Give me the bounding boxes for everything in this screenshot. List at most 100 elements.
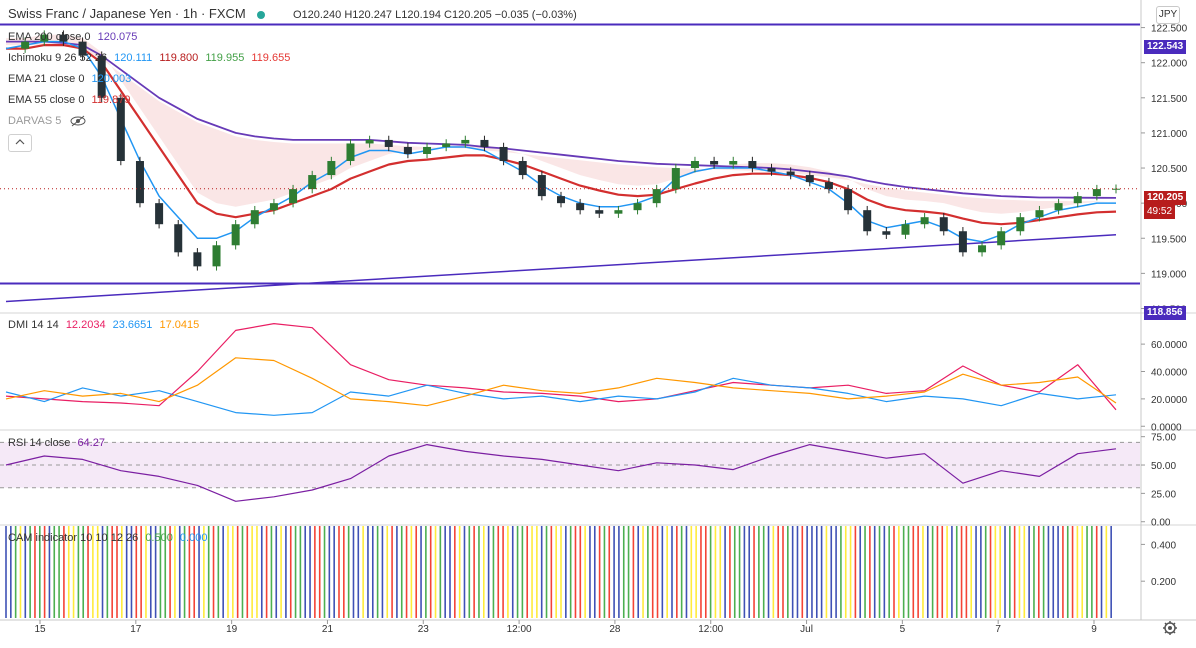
candle-body bbox=[174, 224, 183, 253]
y-tick-label: 40.0000 bbox=[1151, 368, 1188, 379]
level-tag-top: 122.543 bbox=[1144, 40, 1187, 54]
dmi-minus-line bbox=[5, 377, 1117, 416]
y-tick-label: 122.000 bbox=[1151, 59, 1188, 70]
candle-body bbox=[308, 175, 317, 190]
ichimoku-value-1: 120.111 bbox=[114, 52, 153, 64]
y-tick-label: 119.500 bbox=[1151, 234, 1187, 245]
rsi-label: RSI 14 close bbox=[8, 437, 71, 449]
legend-ema200[interactable]: EMA 200 close 0 120.075 bbox=[8, 30, 137, 44]
candle-body bbox=[21, 41, 30, 49]
y-tick-label: 60.0000 bbox=[1151, 340, 1188, 351]
y-tick-label: 119.000 bbox=[1151, 269, 1187, 280]
legend-ema21[interactable]: EMA 21 close 0 120.003 bbox=[8, 72, 131, 86]
candle-body bbox=[729, 161, 738, 165]
candle-body bbox=[97, 55, 106, 98]
candle-body bbox=[882, 231, 891, 235]
cam-value-2: 0.000 bbox=[179, 532, 208, 544]
legend-cam[interactable]: CAM indicator 10 10 12 26 0.500 0.000 bbox=[8, 531, 207, 545]
candle-body bbox=[403, 146, 412, 154]
candle-body bbox=[365, 139, 374, 144]
candle-body bbox=[557, 196, 565, 204]
ema200-label: EMA 200 close 0 bbox=[8, 31, 91, 43]
legend-rsi[interactable]: RSI 14 close 64.27 bbox=[8, 436, 105, 450]
ema55-line bbox=[6, 43, 1117, 226]
y-tick-label: 50.00 bbox=[1151, 461, 1176, 472]
symbol-header: Swiss Franc / Japanese Yen · 1h · FXCM O… bbox=[8, 6, 577, 21]
rsi-pane bbox=[0, 441, 1140, 502]
level-tag-bottom: 118.856 bbox=[1144, 306, 1186, 320]
candle-body bbox=[671, 168, 680, 190]
candle-body bbox=[901, 224, 910, 235]
x-tick-label: 28 bbox=[609, 624, 621, 635]
y-tick-label: 0.0000 bbox=[1151, 422, 1182, 433]
legend-ichimoku[interactable]: Ichimoku 9 26 52 26 120.111 119.800 119.… bbox=[8, 51, 290, 65]
last-price-tag: 120.205 bbox=[1144, 191, 1187, 205]
candle-body bbox=[442, 143, 451, 147]
darvas-label: DARVAS 5 bbox=[8, 115, 62, 127]
candle-body bbox=[384, 139, 393, 147]
chevron-up-icon bbox=[15, 139, 25, 145]
candle-body bbox=[537, 175, 546, 197]
candle-body bbox=[461, 139, 470, 144]
candle-body bbox=[1073, 196, 1082, 204]
y-tick-label: 122.500 bbox=[1151, 24, 1188, 35]
legend-dmi[interactable]: DMI 14 14 12.2034 23.6651 17.0415 bbox=[8, 318, 199, 332]
ichimoku-label: Ichimoku 9 26 52 26 bbox=[8, 52, 108, 64]
y-tick-label: 20.0000 bbox=[1151, 395, 1188, 406]
x-tick-label: 12:00 bbox=[698, 624, 723, 635]
currency-button[interactable]: JPY bbox=[1156, 6, 1180, 24]
candle-body bbox=[595, 210, 604, 214]
candle-body bbox=[1016, 217, 1025, 232]
candle-body bbox=[997, 231, 1006, 246]
cam-pane bbox=[5, 526, 1112, 618]
x-tick-label: 7 bbox=[995, 624, 1001, 635]
symbol-title: Swiss Franc / Japanese Yen · 1h · FXCM bbox=[8, 6, 246, 21]
legend-ema55[interactable]: EMA 55 close 0 119.879 bbox=[8, 93, 130, 107]
candle-body bbox=[633, 203, 642, 211]
x-tick-label: 9 bbox=[1091, 624, 1097, 635]
y-tick-label: 121.000 bbox=[1151, 129, 1188, 140]
candle-body bbox=[518, 161, 527, 176]
trend-line bbox=[5, 234, 1117, 303]
candle-body bbox=[135, 161, 144, 204]
market-status-icon bbox=[257, 10, 266, 19]
dmi-plus-line bbox=[5, 323, 1117, 411]
ema55-value: 119.879 bbox=[91, 94, 131, 106]
candle-body bbox=[576, 203, 585, 211]
cam-value-1: 0.500 bbox=[145, 532, 173, 544]
candle-body bbox=[614, 210, 623, 214]
grid bbox=[0, 0, 1196, 621]
legend-darvas[interactable]: DARVAS 5 bbox=[8, 114, 86, 128]
y-tick-label: 25.00 bbox=[1151, 489, 1176, 500]
candle-body bbox=[920, 217, 929, 225]
candle-body bbox=[1035, 210, 1044, 218]
candle-body bbox=[652, 189, 661, 204]
candle-body bbox=[40, 34, 49, 42]
candle-body bbox=[193, 252, 202, 267]
candle-body bbox=[480, 139, 489, 147]
candle-body bbox=[824, 182, 833, 190]
candle-body bbox=[250, 210, 259, 225]
ohlc-readout: O120.240 H120.247 L120.194 C120.205 −0.0… bbox=[292, 9, 577, 21]
x-tick-label: 21 bbox=[322, 624, 334, 635]
settings-gear-icon[interactable] bbox=[1162, 620, 1178, 636]
hidden-eye-icon[interactable] bbox=[70, 115, 86, 127]
x-tick-label: 15 bbox=[34, 624, 46, 635]
rsi-line bbox=[5, 444, 1117, 502]
y-tick-label: 75.00 bbox=[1151, 433, 1176, 444]
cam-label: CAM indicator 10 10 12 26 bbox=[8, 532, 139, 544]
candle-body bbox=[844, 189, 853, 211]
ema200-value: 120.075 bbox=[97, 31, 138, 43]
y-tick-label: 121.500 bbox=[1151, 94, 1188, 105]
bar-countdown: 49:52 bbox=[1144, 205, 1176, 219]
candle-body bbox=[346, 143, 355, 162]
y-tick-label: 0.00 bbox=[1151, 518, 1171, 529]
candle-body bbox=[1092, 189, 1101, 197]
candle-body bbox=[710, 161, 719, 165]
collapse-legend-button[interactable] bbox=[8, 134, 32, 152]
candle-body bbox=[269, 203, 278, 211]
x-tick-label: 5 bbox=[900, 624, 906, 635]
dmi-value-2: 23.6651 bbox=[112, 319, 153, 331]
dmi-label: DMI 14 14 bbox=[8, 319, 59, 331]
